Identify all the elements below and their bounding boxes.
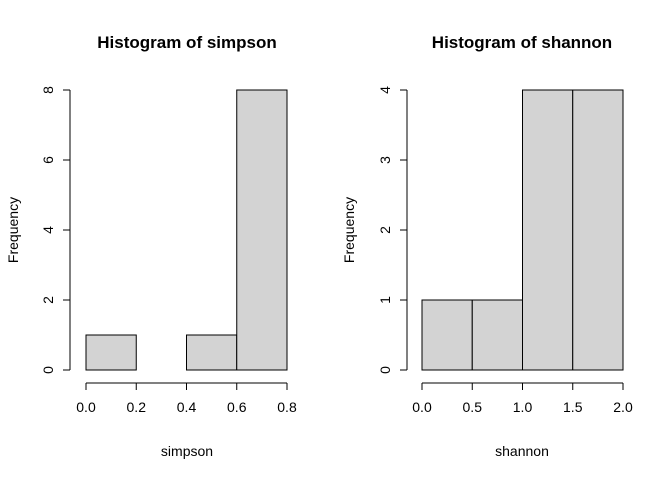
x-tick-label: 0.2 (127, 399, 147, 415)
x-tick-label: 0.0 (76, 399, 96, 415)
y-tick-label: 4 (377, 86, 393, 94)
y-tick-label: 4 (40, 226, 56, 234)
histogram-bar (421, 299, 473, 371)
y-tick-label: 3 (377, 156, 393, 164)
x-tick-label: 0.4 (177, 399, 197, 415)
histogram-panel-simpson: Histogram of simpson simpson Frequency 0… (5, 33, 297, 459)
x-axis: 0.0 0.2 0.4 0.6 0.8 (76, 382, 297, 415)
x-axis-label: simpson (161, 443, 213, 459)
y-axis: 0 1 2 3 4 (377, 86, 408, 374)
y-tick-label: 1 (377, 296, 393, 304)
x-tick-label: 1.0 (513, 399, 533, 415)
chart-title: Histogram of shannon (432, 33, 612, 52)
x-tick-label: 0.0 (412, 399, 432, 415)
x-tick-label: 0.8 (277, 399, 297, 415)
y-tick-label: 2 (377, 226, 393, 234)
y-tick-label: 8 (40, 86, 56, 94)
y-tick-label: 0 (377, 366, 393, 374)
x-axis-label: shannon (495, 443, 549, 459)
histogram-bar (186, 334, 238, 371)
histogram-bar (236, 89, 288, 371)
x-tick-label: 2.0 (613, 399, 633, 415)
x-tick-label: 0.5 (463, 399, 483, 415)
bars-group (421, 89, 624, 371)
histogram-bar (85, 334, 137, 371)
y-axis: 0 2 4 6 8 (40, 86, 71, 374)
histogram-bar (522, 89, 574, 371)
y-tick-label: 0 (40, 366, 56, 374)
y-tick-label: 2 (40, 296, 56, 304)
histogram-bar (471, 299, 523, 371)
x-tick-label: 0.6 (227, 399, 247, 415)
x-tick-label: 1.5 (563, 399, 583, 415)
y-axis-label: Frequency (341, 197, 357, 263)
histogram-panel-shannon: Histogram of shannon shannon Frequency 0… (341, 33, 633, 459)
y-tick-label: 6 (40, 156, 56, 164)
x-axis: 0.0 0.5 1.0 1.5 2.0 (412, 382, 633, 415)
chart-title: Histogram of simpson (97, 33, 276, 52)
bars-group (85, 89, 288, 371)
y-axis-label: Frequency (5, 197, 21, 263)
histogram-bar (572, 89, 624, 371)
